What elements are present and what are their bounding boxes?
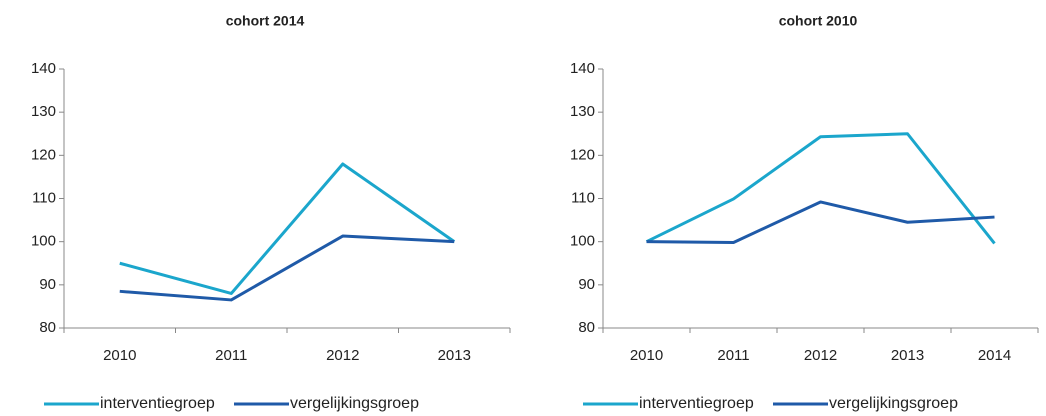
x-tick-label: 2013 [438,347,471,364]
chart-title: cohort 2014 [226,13,305,29]
legend-label: interventiegroep [100,395,215,412]
series-line [646,200,995,245]
x-tick-label: 2011 [717,347,749,364]
x-tick-label: 2012 [326,347,359,364]
y-tick-label: 120 [570,146,595,163]
legend-label: vergelijkingsgroep [290,395,419,412]
series-line [119,162,456,295]
x-tick-label: 2012 [804,347,837,364]
y-tick-label: 130 [570,103,595,120]
x-tick-label: 2010 [630,347,663,364]
legend-label: interventiegroep [639,395,754,412]
chart-title: cohort 2010 [779,13,858,29]
series-line [119,234,455,302]
y-tick-label: 120 [31,146,56,163]
y-tick-label: 140 [31,60,56,77]
y-tick-label: 80 [39,319,56,336]
y-tick-label: 90 [578,276,595,293]
y-tick-label: 110 [32,189,56,206]
series-line [645,132,996,245]
x-tick-label: 2011 [215,347,247,364]
x-tick-label: 2010 [103,347,136,364]
y-tick-label: 140 [570,60,595,77]
y-tick-label: 90 [39,276,56,293]
legend-label: vergelijkingsgroep [829,395,958,412]
x-tick-label: 2013 [891,347,924,364]
x-tick-label: 2014 [978,347,1011,364]
y-tick-label: 80 [578,319,595,336]
y-tick-label: 130 [31,103,56,120]
y-tick-label: 100 [31,233,56,250]
y-tick-label: 110 [571,189,595,206]
y-tick-label: 100 [570,233,595,250]
